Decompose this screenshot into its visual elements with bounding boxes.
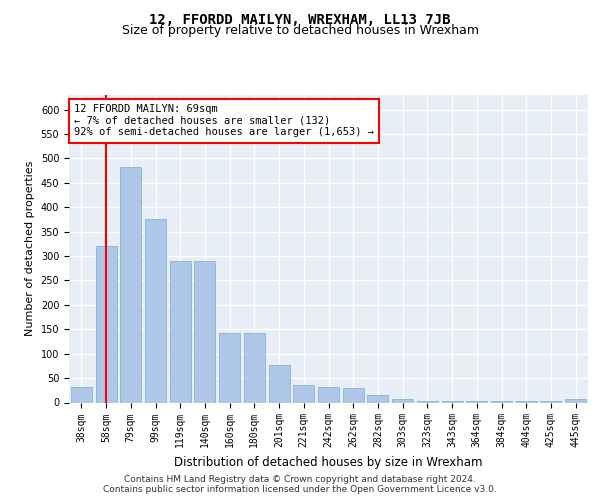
Bar: [170, 261, 191, 402]
Bar: [244, 332, 265, 402]
Bar: [194, 261, 215, 402]
Bar: [516, 400, 537, 402]
Bar: [120, 167, 141, 402]
Bar: [392, 398, 413, 402]
Bar: [466, 400, 487, 402]
Bar: [145, 220, 166, 402]
Text: 12 FFORDD MAILYN: 69sqm
← 7% of detached houses are smaller (132)
92% of semi-de: 12 FFORDD MAILYN: 69sqm ← 7% of detached…: [74, 104, 374, 138]
Text: Size of property relative to detached houses in Wrexham: Size of property relative to detached ho…: [121, 24, 479, 37]
Text: Contains HM Land Registry data © Crown copyright and database right 2024.
Contai: Contains HM Land Registry data © Crown c…: [103, 474, 497, 494]
Bar: [491, 400, 512, 402]
Bar: [541, 400, 562, 402]
Bar: [442, 400, 463, 402]
Bar: [417, 400, 438, 402]
Bar: [95, 246, 116, 402]
Y-axis label: Number of detached properties: Number of detached properties: [25, 161, 35, 336]
Bar: [565, 398, 586, 402]
Bar: [318, 387, 339, 402]
Bar: [343, 388, 364, 402]
X-axis label: Distribution of detached houses by size in Wrexham: Distribution of detached houses by size …: [174, 456, 483, 469]
Bar: [219, 332, 240, 402]
Text: 12, FFORDD MAILYN, WREXHAM, LL13 7JB: 12, FFORDD MAILYN, WREXHAM, LL13 7JB: [149, 12, 451, 26]
Bar: [293, 386, 314, 402]
Bar: [367, 395, 388, 402]
Bar: [269, 365, 290, 403]
Bar: [71, 387, 92, 402]
